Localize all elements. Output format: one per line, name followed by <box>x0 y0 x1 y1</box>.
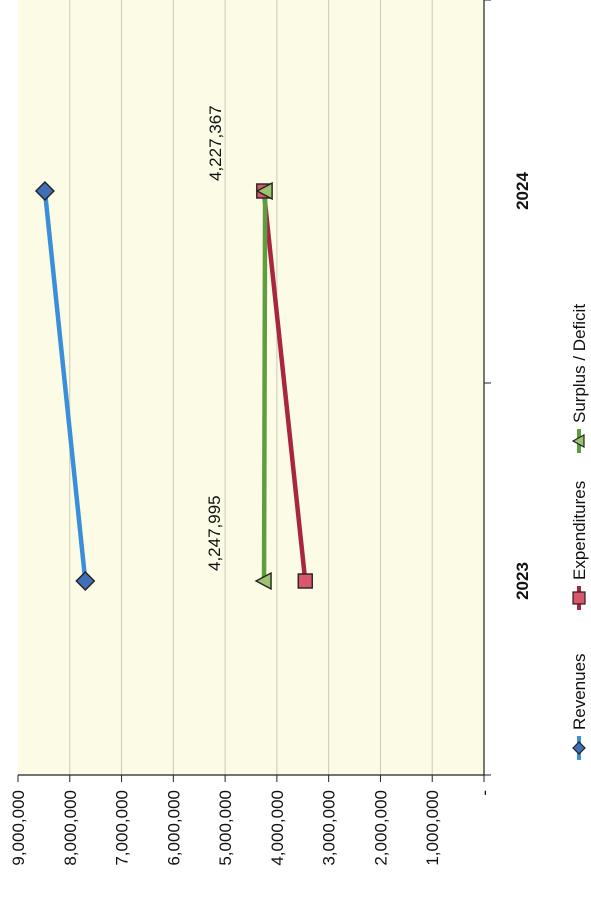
marker-revenues-2023 <box>75 571 96 591</box>
value-tick-label: 9,000,000 <box>9 790 28 866</box>
value-tick-label: 5,000,000 <box>216 790 235 866</box>
series-line-revenues <box>42 188 88 584</box>
legend-label-surplus-deficit: Surplus / Deficit <box>570 304 589 423</box>
value-tick-label: 3,000,000 <box>320 790 339 866</box>
legend-marker <box>572 591 586 605</box>
gridlines <box>69 0 433 775</box>
marker-surplus-deficit-2023 <box>254 571 272 591</box>
category-label: 2024 <box>513 172 532 210</box>
value-tick-label: 8,000,000 <box>61 790 80 866</box>
data-label: 4,227,367 <box>206 105 225 181</box>
legend-label-expenditures: Expenditures <box>570 481 589 580</box>
data-labels: 4,247,995 4,227,367 <box>205 105 225 571</box>
marker-surplus-deficit-2024 <box>255 181 273 201</box>
value-tick-label: - <box>475 790 494 796</box>
value-tick-label: 2,000,000 <box>371 790 390 866</box>
series-line-surplus-deficit <box>261 188 268 584</box>
legend: Revenues Expenditures Surplus / Deficit <box>570 304 589 760</box>
marker-revenues-2024 <box>34 181 55 201</box>
value-tick-label: 4,000,000 <box>268 790 287 866</box>
data-label: 4,247,995 <box>205 495 224 571</box>
value-tick-label: 7,000,000 <box>113 790 132 866</box>
series-line-expenditures <box>261 188 308 584</box>
plot-area <box>18 0 484 775</box>
value-tick-label: 6,000,000 <box>164 790 183 866</box>
series-markers <box>34 181 313 591</box>
marker-expenditures-2023 <box>297 573 313 589</box>
series-lines <box>42 188 308 584</box>
category-label: 2023 <box>513 562 532 600</box>
category-labels: 2023 2024 <box>513 172 532 600</box>
legend-marker <box>571 433 585 449</box>
legend-marker <box>572 741 586 755</box>
value-tick-label: 1,000,000 <box>423 790 442 866</box>
legend-label-revenues: Revenues <box>570 653 589 730</box>
axis-ticks: 9,000,000 8,000,000 7,000,000 6,000,000 5,00… <box>9 0 494 866</box>
